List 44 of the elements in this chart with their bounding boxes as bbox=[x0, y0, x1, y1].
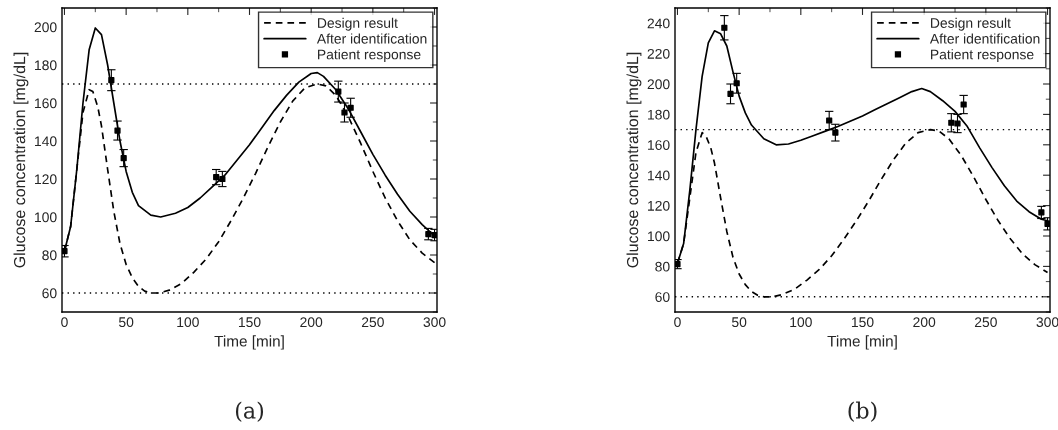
y-tick-label: 60 bbox=[42, 288, 57, 299]
y-tick-label: 120 bbox=[648, 200, 670, 211]
text: (a) bbox=[235, 401, 264, 422]
x-tick-label: 300 bbox=[423, 317, 446, 328]
x-tick-label: 100 bbox=[790, 317, 812, 328]
x-axis-title: Time [min] bbox=[214, 335, 284, 350]
y-tick-label: 160 bbox=[648, 140, 670, 150]
legend-label: Design result bbox=[318, 17, 398, 31]
x-tick-label: 200 bbox=[300, 317, 323, 328]
y-tick-label: 80 bbox=[42, 250, 57, 261]
y-tick-label: 60 bbox=[655, 292, 670, 302]
y-tick-label: 160 bbox=[35, 98, 57, 109]
y-tick-label: 140 bbox=[648, 170, 670, 181]
x-tick-label: 150 bbox=[851, 317, 874, 328]
y-tick-label: 180 bbox=[648, 109, 670, 120]
x-tick-label: 100 bbox=[177, 317, 199, 328]
x-tick-label: 250 bbox=[974, 317, 997, 328]
x-tick-label: 50 bbox=[731, 317, 747, 328]
y-tick-label: 140 bbox=[35, 136, 57, 147]
y-tick-label: 100 bbox=[648, 231, 670, 242]
x-tick-label: 200 bbox=[913, 317, 936, 328]
legend-label: After identification bbox=[316, 33, 427, 44]
legend-label: Patient response bbox=[318, 49, 421, 63]
x-tick-label: 0 bbox=[674, 317, 681, 328]
legend-label: After identification bbox=[929, 33, 1040, 44]
y-tick-label: 80 bbox=[655, 261, 670, 272]
y-tick-label: 200 bbox=[647, 79, 670, 90]
legend-label: Patient response bbox=[931, 49, 1034, 63]
y-tick-label: 100 bbox=[35, 212, 57, 223]
y-tick-label: 220 bbox=[647, 48, 670, 59]
text: (b) bbox=[848, 401, 877, 422]
x-tick-label: 0 bbox=[61, 317, 68, 328]
y-tick-label: 240 bbox=[647, 18, 670, 29]
y-tick-label: 180 bbox=[35, 60, 57, 71]
y-tick-label: 200 bbox=[34, 22, 57, 33]
x-tick-label: 150 bbox=[238, 317, 261, 328]
x-tick-label: 50 bbox=[118, 317, 134, 328]
x-tick-label: 250 bbox=[361, 317, 384, 328]
y-axis-title: Glucose concentration [mg/dL] bbox=[626, 52, 642, 268]
y-axis-title: Glucose concentration [mg/dL] bbox=[13, 52, 29, 268]
y-tick-label: 120 bbox=[35, 174, 57, 185]
legend-label: Design result bbox=[931, 17, 1011, 31]
x-tick-label: 300 bbox=[1036, 317, 1058, 328]
x-axis-title: Time [min] bbox=[827, 335, 897, 350]
